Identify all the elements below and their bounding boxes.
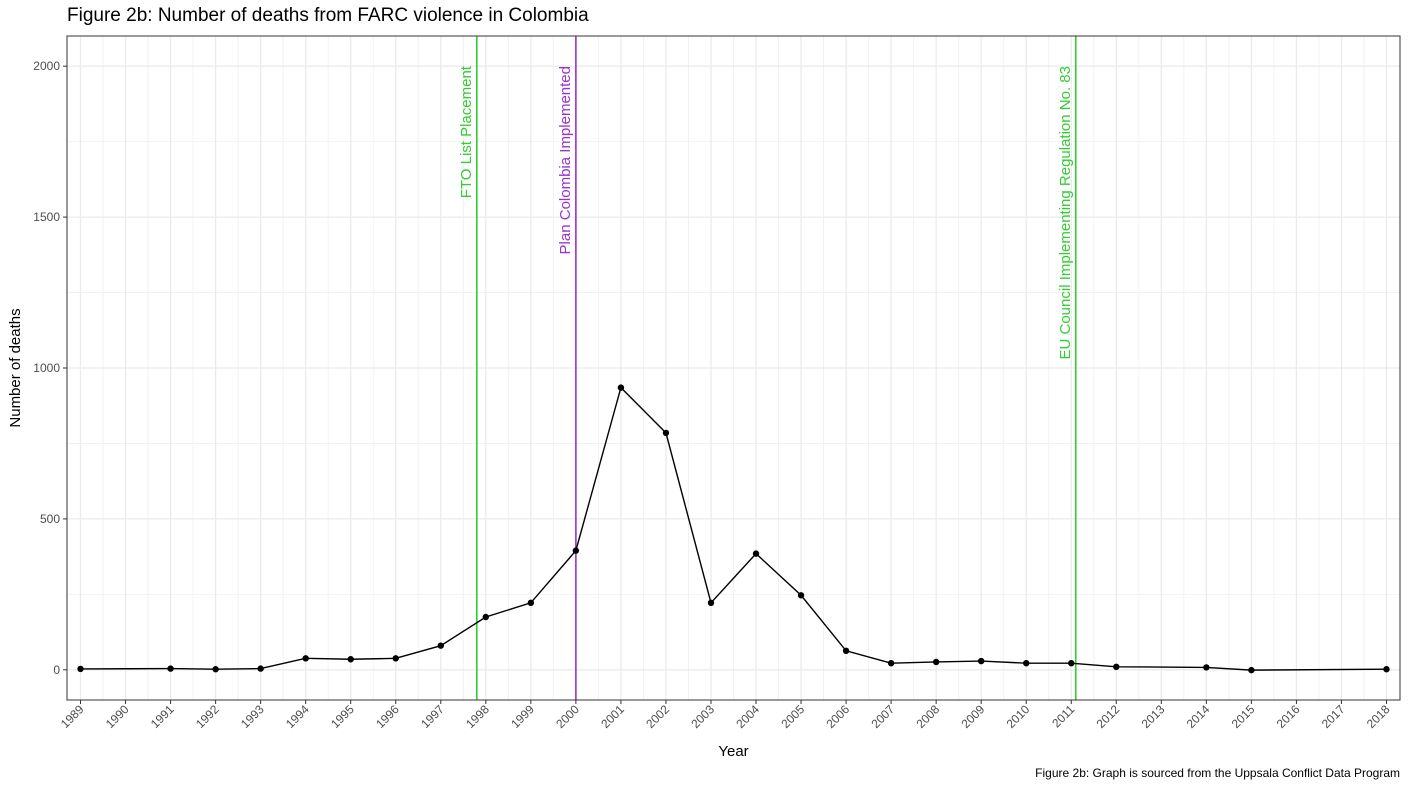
major-gridlines (67, 36, 1400, 700)
data-point (257, 665, 264, 672)
x-tick-label: 1997 (418, 702, 447, 731)
data-point (527, 599, 535, 607)
data-point (1383, 666, 1390, 673)
data-point (887, 659, 895, 667)
data-point (797, 592, 805, 599)
data-point (1068, 659, 1075, 667)
x-tick-label: 2017 (1319, 702, 1348, 731)
y-tick-label: 500 (40, 512, 60, 526)
x-axis-ticks: 1989 1990 1991 1992 1993 1994 1995 1996 1997 1998… (58, 700, 1393, 731)
x-tick-label: 2003 (688, 702, 717, 731)
series-line-group (80, 386, 1387, 671)
data-point (842, 647, 850, 655)
event-label: EU Council Implementing Regulation No. 8… (1057, 66, 1074, 360)
x-tick-label: 2016 (1274, 702, 1303, 731)
data-point (437, 642, 444, 649)
x-tick-label: 2009 (959, 702, 988, 731)
data-point (572, 547, 580, 554)
data-point (707, 599, 715, 607)
data-point (932, 658, 940, 666)
data-point (77, 665, 84, 673)
x-tick-label: 2005 (778, 702, 807, 731)
x-tick-label: 1999 (508, 702, 537, 731)
x-tick-label: 2013 (1139, 702, 1168, 731)
x-tick-label: 2001 (598, 702, 627, 731)
x-tick-label: 2015 (1229, 702, 1258, 731)
y-axis-ticks: 0 500 1000 1500 2000 (33, 59, 67, 677)
data-point (1113, 663, 1120, 670)
data-point (1023, 659, 1030, 667)
x-tick-label: 1995 (328, 702, 357, 731)
y-tick-label: 1000 (33, 361, 60, 375)
data-point (1203, 664, 1210, 671)
x-tick-label: 1991 (148, 702, 177, 731)
x-tick-label: 2004 (733, 702, 762, 731)
chart-caption: Figure 2b: Graph is sourced from the Upp… (1035, 766, 1400, 780)
x-tick-label: 1994 (283, 702, 312, 731)
x-tick-label: 2006 (823, 702, 852, 731)
series-line (80, 386, 1387, 671)
x-tick-label: 2000 (553, 702, 582, 731)
x-tick-label: 2014 (1184, 702, 1213, 731)
y-tick-label: 2000 (33, 59, 60, 73)
x-tick-label: 1989 (58, 702, 87, 731)
data-point (212, 666, 219, 673)
data-point (167, 665, 174, 672)
x-tick-label: 2010 (1004, 702, 1033, 731)
x-axis-title: Year (718, 743, 748, 760)
x-tick-label: 2011 (1049, 702, 1077, 730)
data-point (617, 384, 625, 391)
event-lines: FTO List Placement Plan Colombia Implemen… (458, 36, 1077, 700)
data-point (482, 613, 490, 621)
x-tick-label: 2002 (643, 702, 672, 731)
x-tick-label: 1993 (238, 702, 267, 731)
x-tick-label: 2007 (868, 702, 897, 731)
data-point (662, 429, 670, 437)
y-tick-label: 1500 (33, 210, 60, 224)
x-tick-label: 2018 (1364, 702, 1393, 731)
data-point (347, 656, 354, 663)
data-point (302, 655, 309, 662)
x-tick-label: 2012 (1094, 702, 1123, 731)
chart-title: Figure 2b: Number of deaths from FARC vi… (67, 5, 589, 26)
data-point (1248, 666, 1255, 674)
x-tick-label: 1992 (193, 702, 222, 731)
x-tick-label: 1990 (103, 702, 132, 731)
series-points-group (77, 384, 1390, 674)
y-axis-title: Number of deaths (7, 308, 24, 427)
event-label: FTO List Placement (458, 65, 475, 198)
data-point (977, 657, 985, 665)
data-point (752, 550, 760, 557)
data-point (392, 655, 399, 662)
y-tick-label: 0 (53, 663, 60, 677)
x-tick-label: 1996 (373, 702, 402, 731)
x-tick-label: 1998 (463, 702, 492, 731)
event-label: Plan Colombia Implemented (557, 66, 574, 254)
x-tick-label: 2008 (913, 702, 942, 731)
